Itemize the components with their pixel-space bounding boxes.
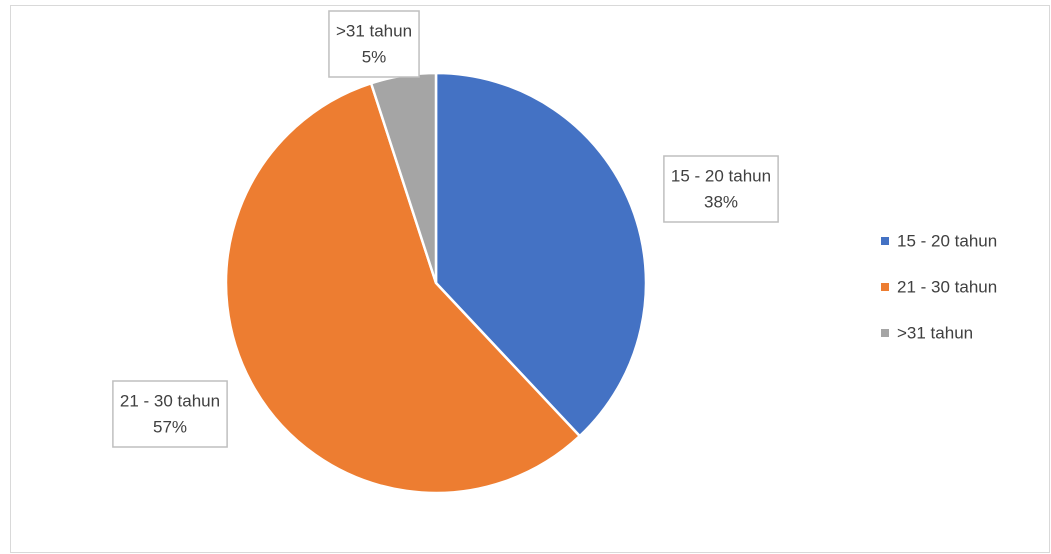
legend-swatch — [881, 237, 889, 245]
data-label-value: 57% — [153, 417, 187, 436]
pie-slice — [434, 71, 648, 438]
data-label-category: 21 - 30 tahun — [120, 391, 220, 410]
legend-swatch — [881, 283, 889, 291]
legend-label: 15 - 20 tahun — [897, 231, 997, 250]
legend-label: >31 tahun — [897, 323, 973, 342]
data-label-box — [112, 380, 228, 448]
legend-label: 21 - 30 tahun — [897, 277, 997, 296]
pie-slice — [224, 81, 582, 495]
data-label-box — [328, 10, 420, 78]
data-label-value: 38% — [704, 192, 738, 211]
data-label-box — [663, 155, 779, 223]
legend-swatch — [881, 329, 889, 337]
data-label-category: 15 - 20 tahun — [671, 166, 771, 185]
data-label-category: >31 tahun — [336, 21, 412, 40]
data-label-value: 5% — [362, 47, 387, 66]
